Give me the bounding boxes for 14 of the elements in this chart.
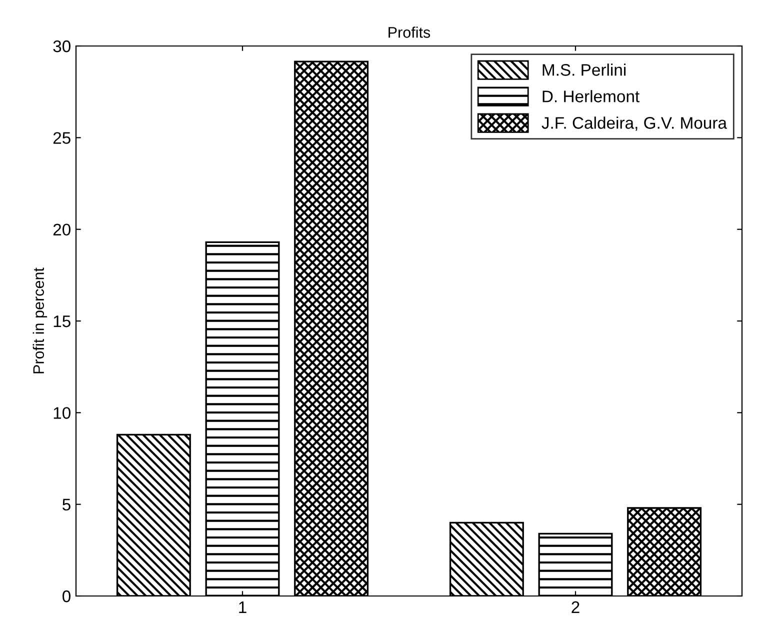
y-tick-label: 0: [62, 590, 70, 602]
y-axis-title: Profit in percent: [32, 268, 48, 374]
y-tick-label: 20: [53, 224, 70, 236]
chart-title: Profits: [388, 26, 430, 38]
x-tick-label: 1: [239, 601, 246, 613]
y-tick-label: 15: [54, 316, 70, 328]
legend-label: D. Herlemont: [542, 90, 640, 102]
y-tick-label: 25: [53, 132, 70, 144]
legend-label: M.S. Perlini: [542, 64, 626, 76]
y-tick-label: 5: [62, 498, 70, 511]
x-tick-label: 2: [572, 601, 580, 613]
y-tick-label: 30: [53, 40, 70, 52]
legend-label: J.F. Caldeira, G.V. Moura: [542, 116, 728, 131]
y-tick-label: 10: [54, 407, 70, 419]
